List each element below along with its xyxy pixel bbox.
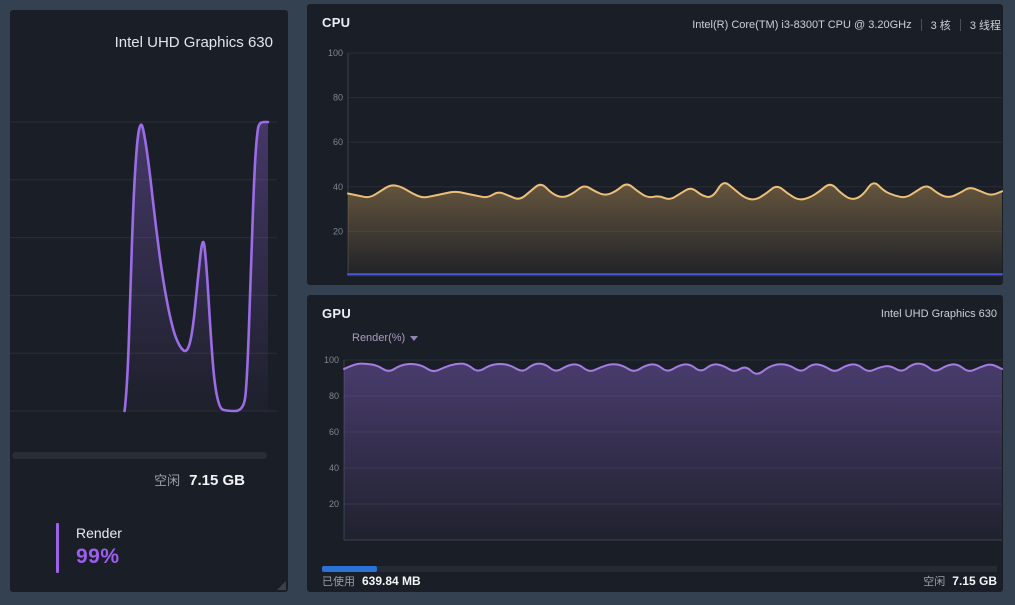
render-metric-label: Render: [76, 525, 122, 541]
svg-text:20: 20: [329, 499, 339, 509]
accent-bar: [56, 523, 59, 573]
svg-text:100: 100: [324, 355, 339, 365]
svg-text:80: 80: [333, 93, 343, 103]
divider-bar: [12, 452, 267, 459]
cpu-cores-text: 3 核: [930, 20, 951, 32]
separator: [920, 19, 922, 31]
free-memory-label: 空闲: [154, 473, 181, 488]
svg-text:20: 20: [333, 226, 343, 236]
svg-text:100: 100: [328, 48, 343, 58]
cpu-model-text: Intel(R) Core(TM) i3-8300T CPU @ 3.20GHz: [692, 19, 912, 31]
memory-free-value: 7.15 GB: [952, 574, 997, 588]
cpu-threads-text: 3 线程: [969, 20, 1001, 32]
gpu-render-chart: 20 40 60 80 100: [307, 295, 1003, 592]
memory-usage-fill: [322, 566, 377, 572]
memory-used-value: 639.84 MB: [362, 574, 421, 588]
svg-text:40: 40: [333, 182, 343, 192]
render-metric-value: 99%: [76, 545, 120, 568]
gpu-panel-title: GPU: [322, 306, 352, 321]
series-selector-label: Render(%): [352, 332, 406, 344]
resize-grip-icon[interactable]: [277, 581, 286, 590]
cpu-meta-row: Intel(R) Core(TM) i3-8300T CPU @ 3.20GHz…: [692, 17, 1001, 33]
svg-text:40: 40: [329, 463, 339, 473]
dropdown-arrow-icon: [410, 336, 419, 341]
series-selector-dropdown[interactable]: Render(%): [352, 332, 419, 344]
gpu-summary-panel: Intel UHD Graphics 630 空闲 7.15 GB Render…: [10, 10, 288, 592]
cpu-usage-chart: 20 40 60 80 100: [307, 4, 1003, 285]
cpu-panel-title: CPU: [322, 15, 351, 30]
free-memory-row: 空闲 7.15 GB: [154, 470, 245, 489]
svg-text:80: 80: [329, 391, 339, 401]
memory-usage-bar: [322, 566, 997, 572]
separator: [959, 19, 961, 31]
memory-used-label: 已使用: [322, 576, 355, 588]
render-metric-block: Render 99%: [56, 523, 122, 573]
free-memory-value: 7.15 GB: [189, 472, 245, 489]
gpu-panel: 20 40 60 80 100 GPU Intel UHD Graphics 630 R…: [307, 295, 1003, 592]
gpu-name-title: Intel UHD Graphics 630: [114, 34, 273, 51]
memory-labels-row: 已使用 639.84 MB 空闲 7.15 GB: [322, 573, 997, 589]
memory-free-label: 空闲: [923, 576, 946, 588]
gpu-model-text: Intel UHD Graphics 630: [880, 308, 997, 320]
svg-text:60: 60: [329, 427, 339, 437]
svg-text:60: 60: [333, 137, 343, 147]
cpu-panel: 20 40 60 80 100 CPU Intel(R) Core(TM) i3-830…: [307, 4, 1003, 285]
gpu-history-chart: [10, 10, 288, 592]
